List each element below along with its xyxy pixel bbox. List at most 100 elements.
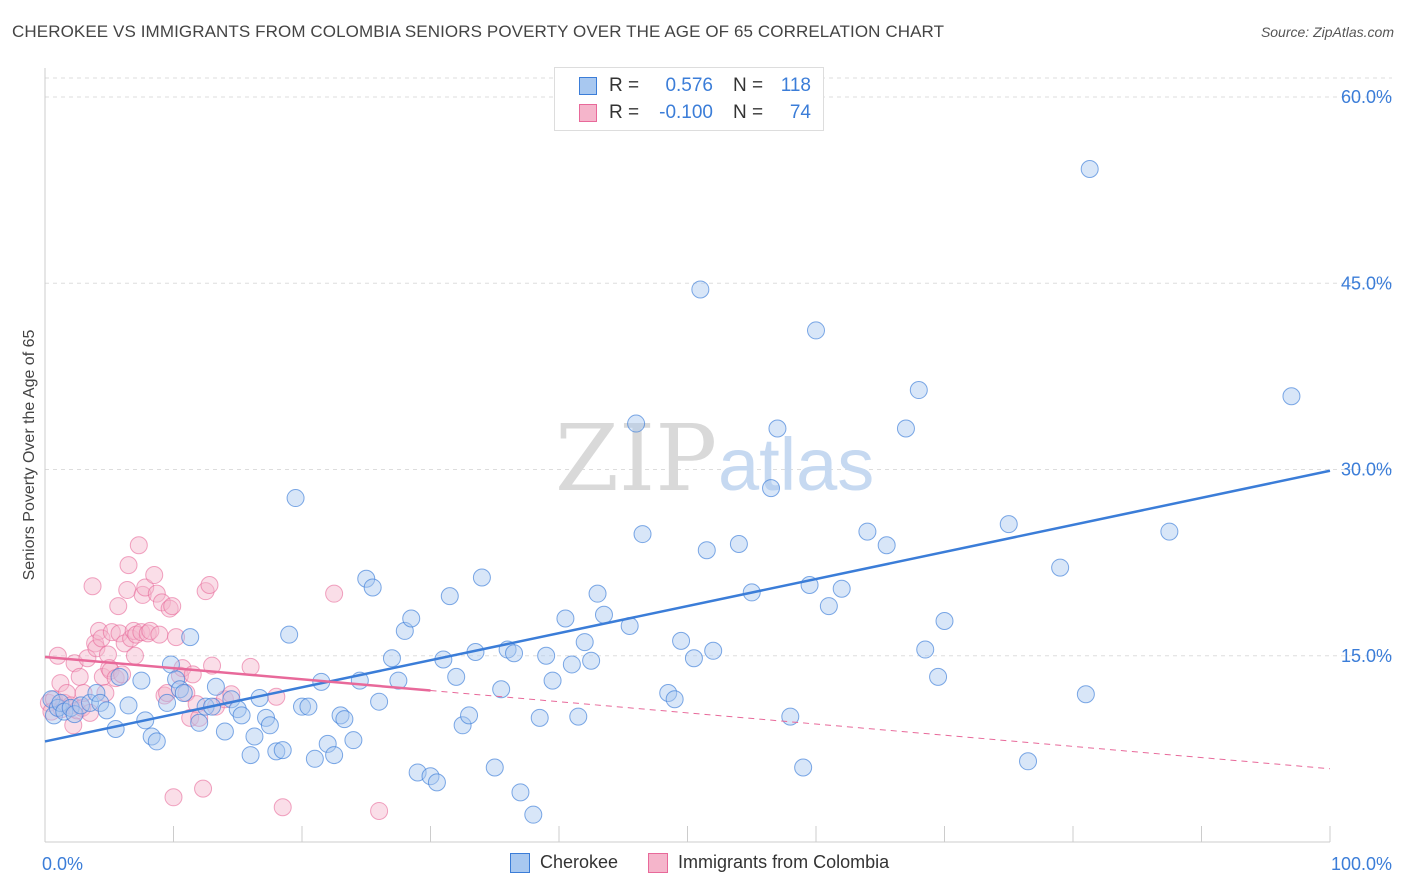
- data-point-cherokee: [556, 609, 575, 628]
- data-point-colombia: [200, 575, 219, 594]
- data-point-cherokee: [344, 731, 363, 750]
- data-point-colombia: [138, 624, 157, 643]
- data-point-cherokee: [280, 625, 299, 644]
- bottom-legend-colombia: Immigrants from Colombia: [648, 852, 889, 873]
- data-point-colombia: [194, 779, 213, 798]
- data-point-cherokee: [530, 708, 549, 727]
- data-point-colombia: [51, 674, 70, 693]
- data-point-cherokee: [505, 644, 524, 663]
- data-point-cherokee: [382, 649, 401, 668]
- data-point-cherokee: [87, 684, 106, 702]
- y-tick-label: 30.0%: [1341, 460, 1392, 480]
- data-point-cherokee: [142, 727, 161, 746]
- data-point-colombia: [133, 585, 152, 604]
- data-point-cherokee: [697, 541, 716, 560]
- data-point-cherokee: [91, 693, 110, 712]
- legend-r-label: R =: [609, 75, 640, 96]
- data-point-cherokee: [232, 706, 251, 725]
- data-point-colombia: [370, 801, 389, 820]
- data-point-cherokee: [51, 693, 70, 712]
- data-point-cherokee: [684, 649, 703, 668]
- data-point-cherokee: [241, 746, 260, 765]
- data-point-cherokee: [363, 578, 382, 597]
- data-point-cherokee: [440, 587, 459, 606]
- data-point-cherokee: [389, 671, 408, 690]
- data-point-colombia: [87, 639, 106, 658]
- data-point-cherokee: [147, 732, 166, 751]
- gridlines: [45, 77, 1392, 657]
- data-point-cherokee: [370, 692, 389, 711]
- data-point-cherokee: [1160, 522, 1179, 541]
- data-point-cherokee: [633, 525, 652, 544]
- data-point-cherokee: [1019, 752, 1038, 771]
- data-point-colombia: [127, 625, 146, 644]
- data-point-cherokee: [181, 628, 200, 647]
- data-point-colombia: [164, 788, 183, 807]
- data-point-cherokee: [293, 697, 311, 716]
- data-point-cherokee: [794, 758, 813, 777]
- data-point-cherokee: [206, 677, 225, 696]
- data-point-colombia: [241, 657, 260, 676]
- legend: R = 0.576 N = 118 R = -0.100 N = 74: [554, 67, 824, 131]
- data-point-cherokee: [832, 579, 851, 598]
- data-point-cherokee: [460, 706, 479, 725]
- data-point-cherokee: [562, 655, 581, 674]
- y-tick-label: 15.0%: [1341, 646, 1392, 666]
- legend-r-value: 0.576: [665, 75, 713, 96]
- data-point-cherokee: [215, 722, 234, 741]
- data-point-cherokee: [267, 742, 286, 761]
- data-point-cherokee: [472, 568, 491, 587]
- data-point-cherokee: [858, 522, 877, 541]
- data-point-colombia: [155, 686, 174, 705]
- data-point-colombia: [109, 597, 128, 616]
- data-point-cherokee: [453, 716, 472, 735]
- data-point-cherokee: [729, 535, 748, 553]
- data-point-cherokee: [158, 693, 177, 712]
- legend-n-label: N =: [733, 102, 764, 123]
- data-point-cherokee: [190, 713, 209, 732]
- data-point-cherokee: [896, 419, 915, 438]
- data-point-cherokee: [909, 381, 928, 400]
- trend-line-colombia-extension: [430, 690, 1331, 770]
- data-point-colombia: [273, 798, 292, 817]
- legend-n-value: 118: [780, 75, 811, 96]
- data-point-cherokee: [1080, 160, 1099, 179]
- data-point-cherokee: [1282, 387, 1301, 406]
- data-point-colombia: [325, 584, 344, 603]
- data-point-cherokee: [807, 321, 825, 340]
- data-point-cherokee: [569, 707, 588, 726]
- data-point-colombia: [167, 628, 186, 647]
- data-point-colombia: [160, 599, 179, 618]
- watermark-atlas: atlas: [718, 423, 874, 506]
- legend-swatch-pink: [579, 104, 597, 122]
- y-tick-label: 45.0%: [1341, 273, 1392, 293]
- trend-lines: [44, 469, 1331, 770]
- y-tick-label: 60.0%: [1341, 87, 1392, 107]
- trend-line-colombia: [44, 655, 431, 692]
- cherokee-points: [42, 160, 1301, 824]
- data-point-colombia: [119, 556, 138, 575]
- data-point-colombia: [118, 580, 137, 599]
- bottom-legend: Cherokee Immigrants from Colombia: [510, 852, 919, 873]
- data-point-cherokee: [132, 671, 151, 690]
- bottom-swatch-pink: [648, 852, 669, 873]
- data-point-colombia: [145, 566, 164, 585]
- data-point-colombia: [150, 625, 169, 644]
- bottom-legend-label-colombia: Immigrants from Colombia: [678, 852, 890, 872]
- data-point-cherokee: [877, 536, 896, 555]
- data-point-cherokee: [402, 609, 421, 628]
- watermark-zip: ZIP: [555, 405, 717, 512]
- data-point-cherokee: [524, 805, 543, 824]
- chart-title: CHEROKEE VS IMMIGRANTS FROM COLOMBIA SEN…: [12, 22, 945, 41]
- data-point-cherokee: [511, 783, 530, 802]
- legend-swatch-blue: [579, 77, 597, 95]
- data-point-cherokee: [245, 727, 264, 746]
- bottom-legend-label-cherokee: Cherokee: [540, 852, 619, 872]
- data-point-cherokee: [305, 749, 324, 768]
- tick-labels: 15.0% 30.0% 45.0% 60.0% 0.0% 100.0%: [42, 87, 1392, 874]
- data-point-cherokee: [594, 605, 613, 624]
- bottom-legend-cherokee: Cherokee: [510, 852, 618, 873]
- data-point-cherokee: [97, 701, 116, 720]
- data-point-cherokee: [110, 667, 129, 686]
